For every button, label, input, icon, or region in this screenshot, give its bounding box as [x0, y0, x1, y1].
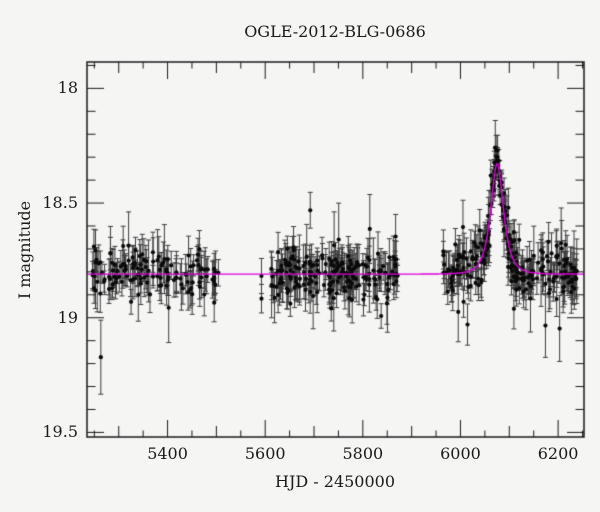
- x-tick-label: 5800: [342, 444, 384, 463]
- y-tick-label: 18: [57, 78, 78, 98]
- x-axis-label: HJD - 2450000: [274, 472, 396, 491]
- y-tick-label: 18.5: [42, 193, 78, 213]
- chart-title: OGLE-2012-BLG-0686: [244, 22, 426, 41]
- y-tick-label: 19.5: [42, 422, 78, 442]
- x-tick-label: 5600: [244, 444, 286, 463]
- x-tick-label: 6200: [537, 444, 579, 463]
- y-axis-label: I magnitude: [15, 200, 34, 300]
- x-tick-label: 6000: [440, 444, 481, 463]
- x-tick-label: 5400: [147, 444, 188, 463]
- y-tick-label: 19: [57, 307, 78, 327]
